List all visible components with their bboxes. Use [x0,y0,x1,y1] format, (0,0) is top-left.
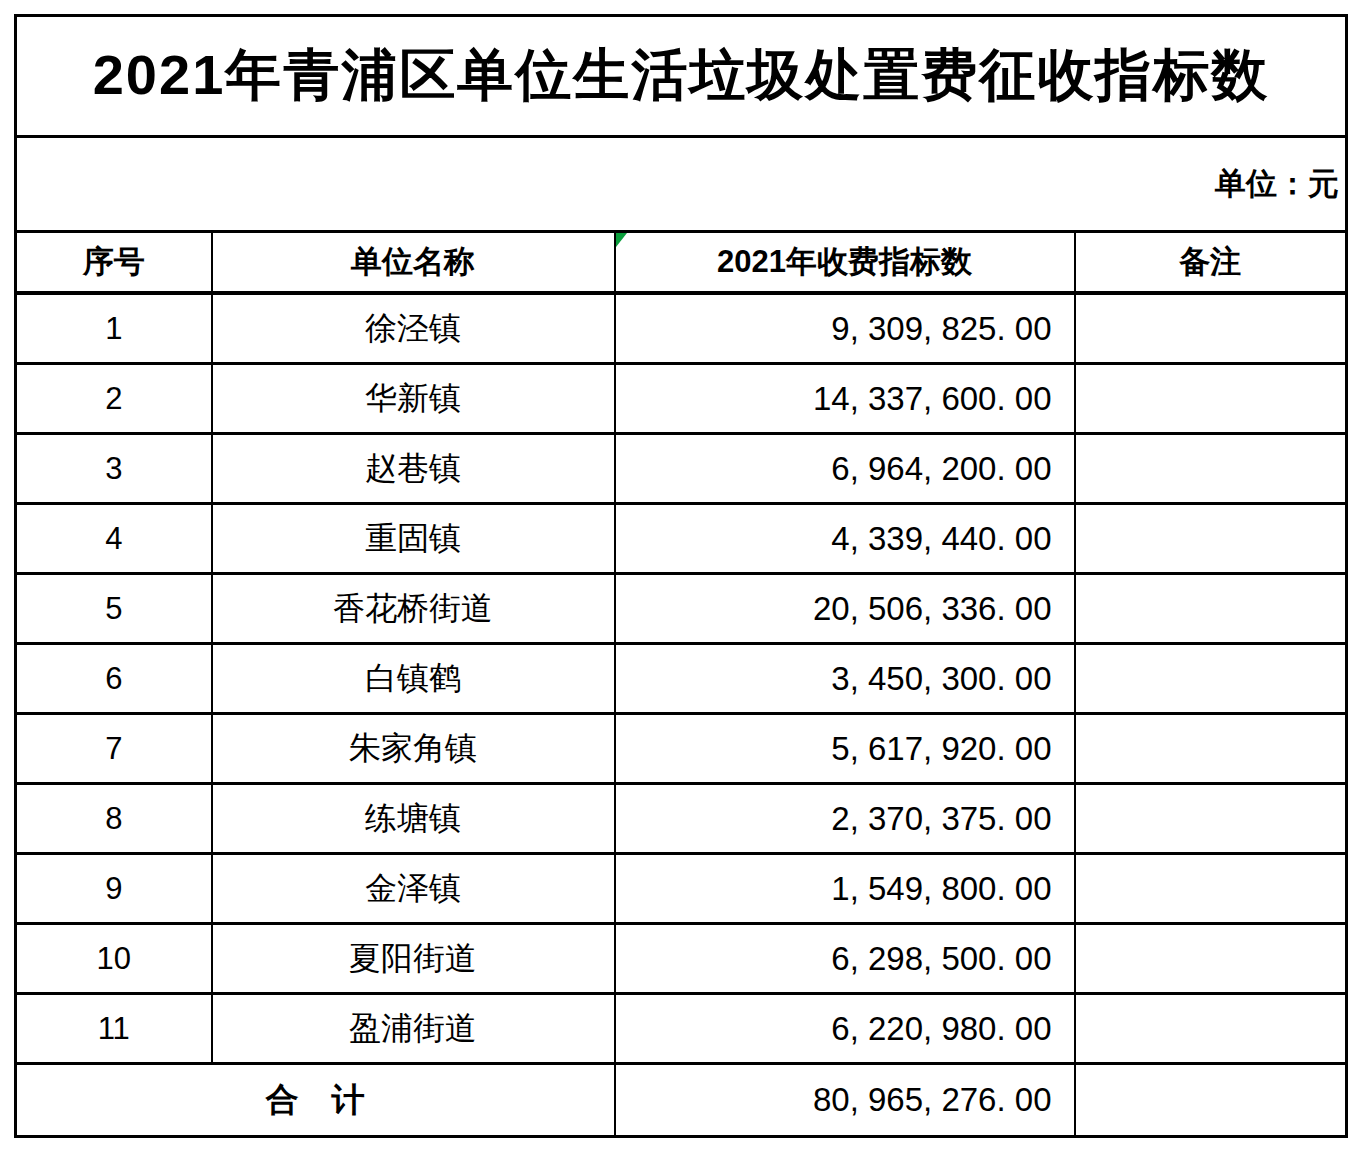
total-remark-cell[interactable] [1075,1064,1347,1137]
unit-name-cell[interactable]: 夏阳街道 [212,924,615,994]
table-header-row: 序号 单位名称 2021年收费指标数 备注 [16,232,1347,294]
unit-name-cell[interactable]: 华新镇 [212,364,615,434]
indicator-value-cell[interactable]: 20, 506, 336. 00 [615,574,1075,644]
remark-cell[interactable] [1075,714,1347,784]
header-indicator[interactable]: 2021年收费指标数 [615,232,1075,294]
remark-cell[interactable] [1075,854,1347,924]
remark-cell[interactable] [1075,994,1347,1064]
remark-cell[interactable] [1075,364,1347,434]
row-no-cell[interactable]: 4 [16,504,212,574]
remark-cell[interactable] [1075,574,1347,644]
row-no-cell[interactable]: 5 [16,574,212,644]
unit-name-cell[interactable]: 练塘镇 [212,784,615,854]
indicator-value-cell[interactable]: 1, 549, 800. 00 [615,854,1075,924]
indicator-value-cell[interactable]: 6, 220, 980. 00 [615,994,1075,1064]
header-indicator-label: 2021年收费指标数 [717,244,972,279]
indicator-value-cell[interactable]: 3, 450, 300. 00 [615,644,1075,714]
remark-cell[interactable] [1075,434,1347,504]
unit-label: 单位：元 [1215,166,1339,201]
table-row: 1 徐泾镇 9, 309, 825. 00 [16,293,1347,364]
row-no-cell[interactable]: 11 [16,994,212,1064]
remark-cell[interactable] [1075,293,1347,364]
row-no-cell[interactable]: 10 [16,924,212,994]
unit-row: 单位：元 [16,137,1347,232]
indicator-value-cell[interactable]: 6, 298, 500. 00 [615,924,1075,994]
fee-indicator-table: 2021年青浦区单位生活垃圾处置费征收指标数 单位：元 序号 单位名称 2021… [14,14,1348,1138]
document-page: 2021年青浦区单位生活垃圾处置费征收指标数 单位：元 序号 单位名称 2021… [0,0,1360,1154]
table-row: 7 朱家角镇 5, 617, 920. 00 [16,714,1347,784]
row-no-cell[interactable]: 9 [16,854,212,924]
table-row: 3 赵巷镇 6, 964, 200. 00 [16,434,1347,504]
table-row: 10 夏阳街道 6, 298, 500. 00 [16,924,1347,994]
total-label-cell[interactable]: 合 计 [16,1064,615,1137]
unit-name-cell[interactable]: 盈浦街道 [212,994,615,1064]
row-no-cell[interactable]: 1 [16,293,212,364]
indicator-value-cell[interactable]: 14, 337, 600. 00 [615,364,1075,434]
table-row: 11 盈浦街道 6, 220, 980. 00 [16,994,1347,1064]
indicator-value-cell[interactable]: 4, 339, 440. 00 [615,504,1075,574]
row-no-cell[interactable]: 6 [16,644,212,714]
remark-cell[interactable] [1075,924,1347,994]
unit-name-cell[interactable]: 重固镇 [212,504,615,574]
header-unit-name[interactable]: 单位名称 [212,232,615,294]
excel-error-triangle-icon [616,233,627,247]
unit-name-cell[interactable]: 徐泾镇 [212,293,615,364]
unit-name-cell[interactable]: 金泽镇 [212,854,615,924]
remark-cell[interactable] [1075,784,1347,854]
unit-name-cell[interactable]: 香花桥街道 [212,574,615,644]
table-row: 8 练塘镇 2, 370, 375. 00 [16,784,1347,854]
remark-cell[interactable] [1075,644,1347,714]
header-no[interactable]: 序号 [16,232,212,294]
table-row: 4 重固镇 4, 339, 440. 00 [16,504,1347,574]
row-no-cell[interactable]: 2 [16,364,212,434]
row-no-cell[interactable]: 3 [16,434,212,504]
unit-label-cell: 单位：元 [16,137,1347,232]
page-title: 2021年青浦区单位生活垃圾处置费征收指标数 [16,16,1347,137]
row-no-cell[interactable]: 8 [16,784,212,854]
table-total-row: 合 计 80, 965, 276. 00 [16,1064,1347,1137]
row-no-cell[interactable]: 7 [16,714,212,784]
unit-name-cell[interactable]: 赵巷镇 [212,434,615,504]
total-value-cell[interactable]: 80, 965, 276. 00 [615,1064,1075,1137]
spreadsheet-region: 2021年青浦区单位生活垃圾处置费征收指标数 单位：元 序号 单位名称 2021… [14,14,1348,1138]
unit-name-cell[interactable]: 白镇鹤 [212,644,615,714]
table-row: 5 香花桥街道 20, 506, 336. 00 [16,574,1347,644]
table-row: 6 白镇鹤 3, 450, 300. 00 [16,644,1347,714]
indicator-value-cell[interactable]: 6, 964, 200. 00 [615,434,1075,504]
header-remark[interactable]: 备注 [1075,232,1347,294]
table-title-row: 2021年青浦区单位生活垃圾处置费征收指标数 [16,16,1347,137]
indicator-value-cell[interactable]: 9, 309, 825. 00 [615,293,1075,364]
indicator-value-cell[interactable]: 5, 617, 920. 00 [615,714,1075,784]
indicator-value-cell[interactable]: 2, 370, 375. 00 [615,784,1075,854]
table-row: 2 华新镇 14, 337, 600. 00 [16,364,1347,434]
table-row: 9 金泽镇 1, 549, 800. 00 [16,854,1347,924]
unit-name-cell[interactable]: 朱家角镇 [212,714,615,784]
remark-cell[interactable] [1075,504,1347,574]
